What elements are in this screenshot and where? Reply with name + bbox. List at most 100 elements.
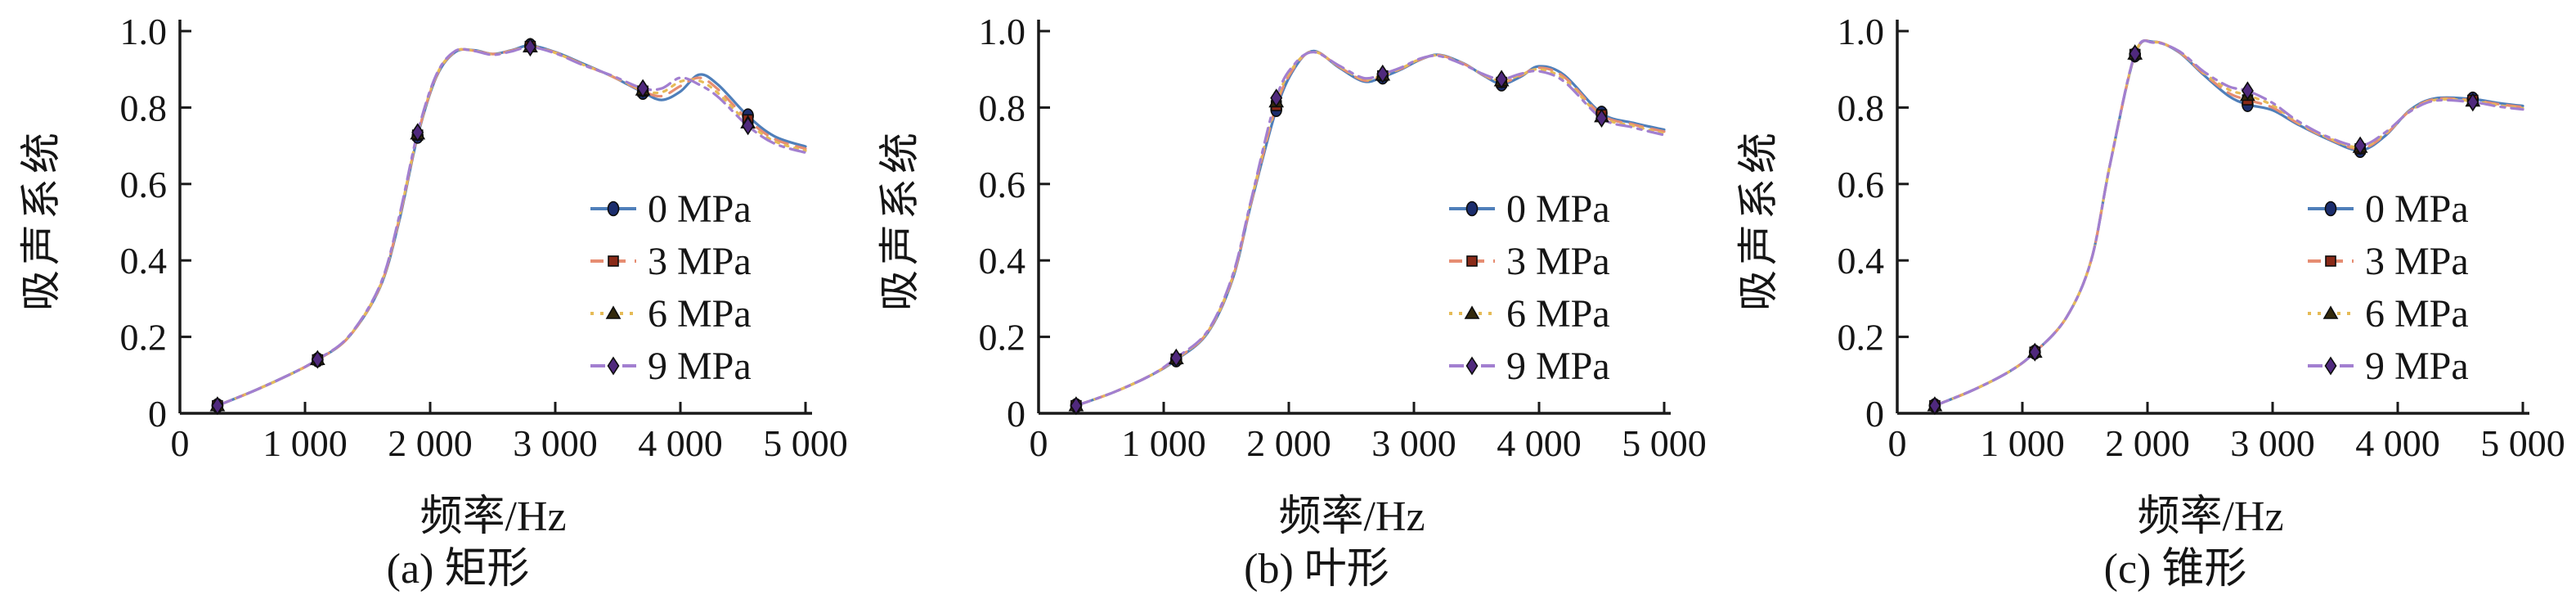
data-point-diamond-marker	[1376, 64, 1389, 83]
y-tick-label: 0.4	[120, 240, 168, 282]
x-tick-label: 4 000	[1497, 422, 1582, 464]
legend-label: 0 MPa	[648, 187, 752, 231]
legend-item-6-mpa: 6 MPa	[590, 292, 752, 336]
data-point-diamond-marker	[2354, 136, 2367, 156]
legend-circle-marker	[2324, 201, 2337, 217]
x-tick-label: 3 000	[2230, 422, 2315, 464]
data-point-diamond-marker	[1070, 396, 1083, 416]
data-point-diamond-marker	[636, 79, 649, 98]
series-line-9-mpa	[216, 45, 807, 408]
y-tick-label: 0.8	[1838, 87, 1885, 128]
legend-item-3-mpa: 3 MPa	[1449, 240, 1610, 283]
chart-canvas-c: 0 1 000 2 000 3 000 4 000 5 000 0 0.2 0.4 0.6 0.8 1…	[1838, 11, 2565, 464]
data-point-diamond-marker	[211, 396, 224, 416]
data-point-diamond-marker	[2466, 92, 2480, 112]
y-tick-label: 1.0	[1838, 11, 1885, 52]
legend-triangle-marker	[1464, 305, 1480, 319]
data-point-diamond-marker	[1169, 348, 1183, 367]
y-tick-label: 0	[1865, 393, 1884, 435]
legend-label: 0 MPa	[1506, 187, 1610, 231]
x-tick-label: 0	[171, 422, 190, 464]
x-tick-label: 5 000	[2480, 422, 2565, 464]
legend-item-6-mpa: 6 MPa	[2308, 292, 2469, 336]
legend-item-3-mpa: 3 MPa	[590, 240, 752, 283]
x-tick-label: 5 000	[763, 422, 848, 464]
legend-item-0-mpa: 0 MPa	[2308, 187, 2469, 231]
legend-label: 6 MPa	[648, 292, 752, 336]
y-tick-label: 0	[1007, 393, 1025, 435]
y-tick-label: 0.4	[979, 240, 1026, 282]
legend-square-marker	[608, 255, 619, 267]
x-tick-label: 4 000	[2355, 422, 2440, 464]
y-tick-label: 0	[148, 393, 167, 435]
subplot-caption-c: (c) 锥形	[2103, 546, 2247, 593]
legend-diamond-marker	[2324, 356, 2337, 376]
data-point-diamond-marker	[523, 38, 536, 57]
data-point-diamond-marker	[1928, 396, 1941, 416]
x-axis-label-b: 频率/Hz	[1278, 494, 1425, 540]
y-tick-label: 0.6	[979, 164, 1026, 205]
legend-item-6-mpa: 6 MPa	[1449, 292, 1610, 336]
x-tick-label: 3 000	[513, 422, 598, 464]
y-tick-label: 0.8	[120, 87, 168, 128]
data-point-diamond-marker	[742, 116, 755, 136]
data-point-diamond-marker	[311, 349, 324, 369]
y-tick-label: 0.2	[1838, 317, 1885, 358]
x-tick-label: 2 000	[388, 422, 473, 464]
y-tick-label: 1.0	[979, 11, 1026, 52]
x-tick-label: 3 000	[1371, 422, 1456, 464]
data-point-diamond-marker	[411, 123, 424, 142]
x-tick-label: 1 000	[1121, 422, 1206, 464]
x-tick-label: 0	[1030, 422, 1048, 464]
x-tick-label: 1 000	[1980, 422, 2065, 464]
x-axis-label-a: 频率/Hz	[420, 494, 567, 540]
legend-label: 3 MPa	[648, 240, 752, 283]
y-tick-label: 1.0	[120, 11, 168, 52]
x-tick-label: 1 000	[263, 422, 348, 464]
data-point-diamond-marker	[1495, 70, 1508, 89]
legend-item-0-mpa: 0 MPa	[1449, 187, 1610, 231]
chart-canvas-b: 0 1 000 2 000 3 000 4 000 5 000 0 0.2 0.4 0.6 0.8 1…	[979, 11, 1707, 464]
x-tick-label: 2 000	[2105, 422, 2190, 464]
legend-label: 3 MPa	[1506, 240, 1610, 283]
y-tick-label: 0.8	[979, 87, 1026, 128]
data-point-diamond-marker	[2129, 44, 2142, 64]
legend-label: 3 MPa	[2365, 240, 2469, 283]
legend-label: 0 MPa	[2365, 187, 2469, 231]
legend-triangle-marker	[605, 305, 622, 319]
legend-item-9-mpa: 9 MPa	[590, 345, 752, 388]
legend-label: 9 MPa	[648, 345, 752, 388]
legend-item-9-mpa: 9 MPa	[2308, 345, 2469, 388]
x-tick-label: 5 000	[1622, 422, 1707, 464]
x-axis-label-c: 频率/Hz	[2137, 494, 2284, 540]
legend-diamond-marker	[607, 356, 620, 376]
legend-label: 6 MPa	[2365, 292, 2469, 336]
y-tick-label: 0.4	[1838, 240, 1885, 282]
legend-circle-marker	[607, 201, 620, 217]
series-line-6-mpa	[1933, 39, 2524, 408]
data-point-diamond-marker	[2241, 81, 2254, 101]
chart-canvas-a: 0 1 000 2 000 3 000 4 000 5 000 0 0.2 0.4 0.6 0.8 1…	[120, 11, 848, 464]
y-tick-label: 0.6	[120, 164, 168, 205]
legend-item-3-mpa: 3 MPa	[2308, 240, 2469, 283]
legend-square-marker	[1466, 255, 1478, 267]
legend-label: 9 MPa	[1506, 345, 1610, 388]
legend-label: 9 MPa	[2365, 345, 2469, 388]
subplot-caption-a: (a) 矩形	[386, 546, 530, 593]
legend-triangle-marker	[2322, 305, 2339, 319]
data-point-diamond-marker	[1270, 88, 1283, 108]
subplot-caption-b: (b) 叶形	[1244, 546, 1389, 593]
y-tick-label: 0.6	[1838, 164, 1885, 205]
y-tick-label: 0.2	[979, 317, 1026, 358]
x-tick-label: 0	[1888, 422, 1907, 464]
data-point-diamond-marker	[2028, 342, 2041, 362]
x-tick-label: 4 000	[638, 422, 723, 464]
legend-square-marker	[2325, 255, 2336, 267]
legend-diamond-marker	[1465, 356, 1479, 376]
series-line-3-mpa	[1933, 38, 2524, 408]
legend-label: 6 MPa	[1506, 292, 1610, 336]
